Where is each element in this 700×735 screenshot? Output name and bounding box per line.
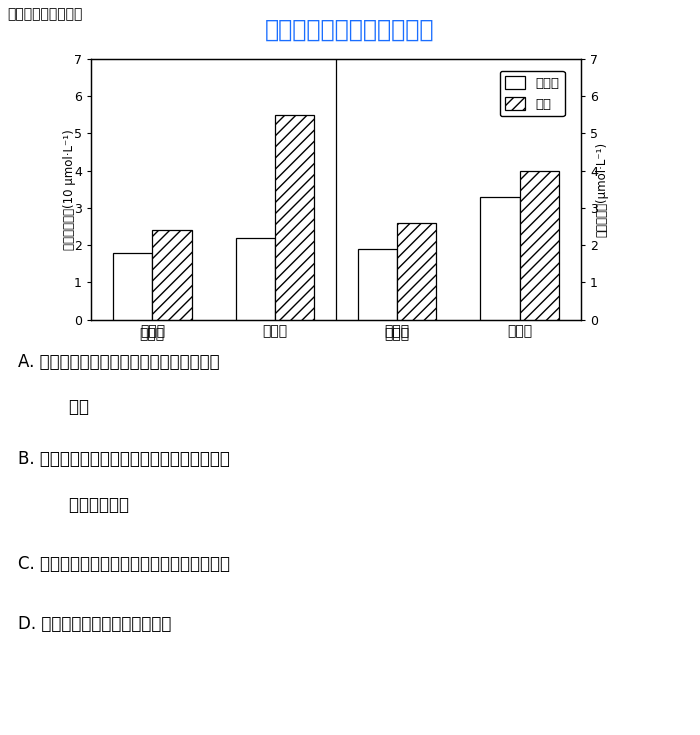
Bar xyxy=(358,249,397,320)
Bar xyxy=(113,253,153,320)
Text: B. 低氧条件下甲品种体内催化丙酮酸形成乙醇: B. 低氧条件下甲品种体内催化丙酮酸形成乙醇 xyxy=(18,450,230,467)
Text: 的酶活性更高: 的酶活性更高 xyxy=(48,496,129,514)
Bar xyxy=(275,115,314,320)
Text: A. 正常氧气条件下油菜根部细胞只进行有氧: A. 正常氧气条件下油菜根部细胞只进行有氧 xyxy=(18,353,219,370)
Text: D. 甲品种比乙品种更耐低氧胁迫: D. 甲品种比乙品种更耐低氧胁迫 xyxy=(18,615,171,633)
Bar xyxy=(153,230,192,320)
Bar xyxy=(397,223,436,320)
Text: 微信公众号关注：趣找答案: 微信公众号关注：趣找答案 xyxy=(265,18,435,42)
Y-axis label: 乙醇含量／(μmol·L⁻¹): 乙醇含量／(μmol·L⁻¹) xyxy=(596,142,609,237)
Text: C. 长期处于低氧条件下植物根系会变黑、腐烂: C. 长期处于低氧条件下植物根系会变黑、腐烂 xyxy=(18,555,230,573)
Text: 甲品种: 甲品种 xyxy=(140,327,164,341)
Bar xyxy=(480,197,519,320)
Bar xyxy=(236,237,275,320)
Text: 示下到分析正确的是: 示下到分析正确的是 xyxy=(7,7,83,21)
Bar xyxy=(519,171,559,320)
Text: 呼吸: 呼吸 xyxy=(48,398,89,416)
Legend: 丙酮酸, 乙醇: 丙酮酸, 乙醇 xyxy=(500,71,565,116)
Text: 乙品种: 乙品种 xyxy=(385,327,410,341)
Y-axis label: 丙酮酸含量／(10 μmol·L⁻¹): 丙酮酸含量／(10 μmol·L⁻¹) xyxy=(63,129,76,250)
